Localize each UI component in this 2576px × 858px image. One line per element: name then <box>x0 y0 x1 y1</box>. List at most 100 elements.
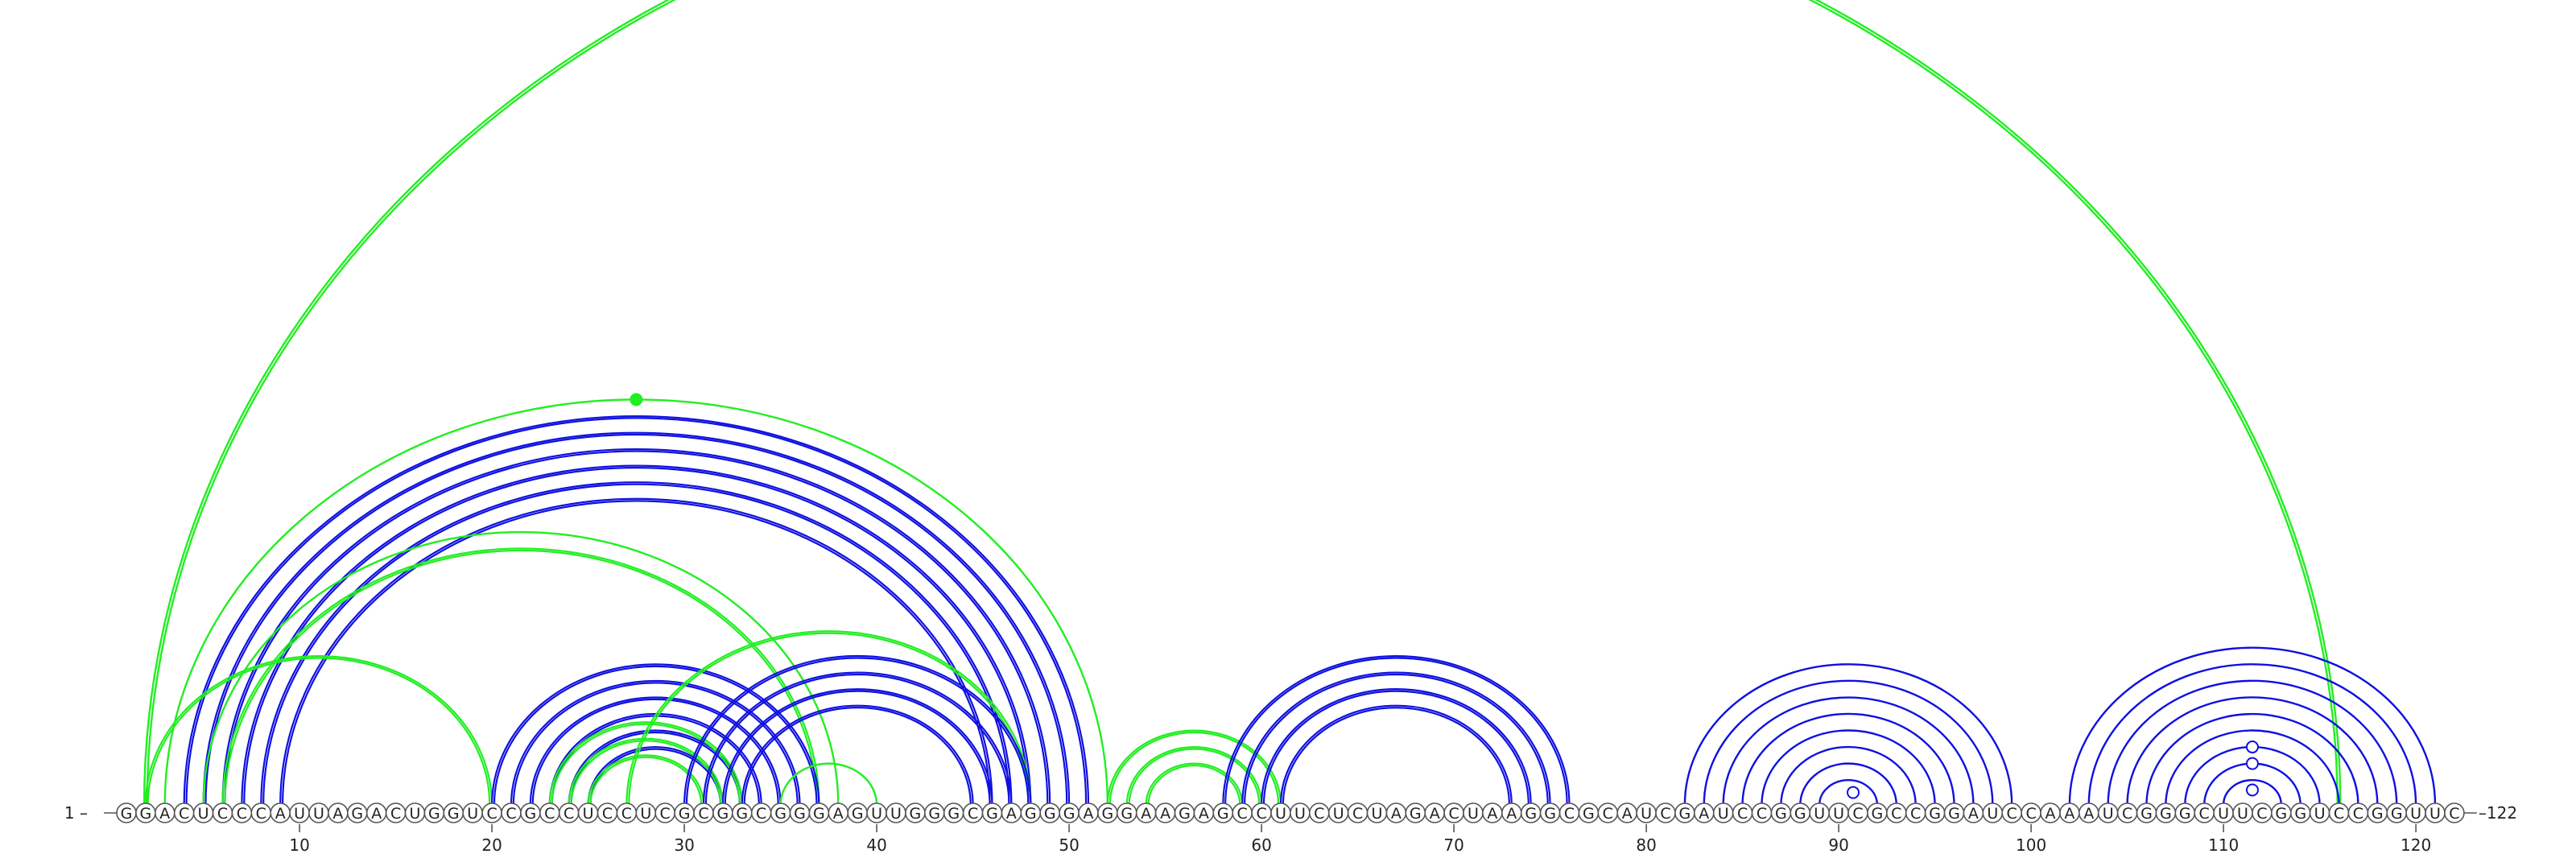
nucleotide-letter: U <box>2218 805 2229 823</box>
helix-blue-90s-arc <box>1799 762 1897 806</box>
helix-blue-60s-arc <box>1261 688 1532 806</box>
nucleotide-letter: G <box>910 805 922 823</box>
tick-label: 10 <box>289 835 309 855</box>
nucleotide-letter: G <box>1679 805 1691 823</box>
nucleotide-letter: U <box>1641 805 1652 823</box>
helix-blue-110s-arc <box>2145 712 2359 806</box>
nucleotide-letter: A <box>1199 805 1209 823</box>
position-axis: 10 20 30 40 50 60 70 80 90 100 110 120 <box>289 824 2431 855</box>
nucleotide-letter: C <box>2025 805 2036 823</box>
nucleotide-letter: U <box>1372 805 1383 823</box>
tick-label: 20 <box>481 835 502 855</box>
nucleotide-letter: G <box>1872 805 1884 823</box>
helix-blue-main-arc <box>260 481 1013 806</box>
nucleotide-letter: U <box>410 805 421 823</box>
nucleotide-letter: G <box>1583 805 1595 823</box>
nucleotide-letter: A <box>1487 805 1497 823</box>
nucleotide-letter: A <box>2046 805 2056 823</box>
nucleotide-letter: C <box>486 805 497 823</box>
nucleotide-letter: G <box>2372 805 2384 823</box>
helix-green-mid-2-arc-inner <box>224 550 818 806</box>
nucleotide-letter: C <box>2353 805 2363 823</box>
nucleotide-letter: G <box>1525 805 1537 823</box>
helix-blue-110s-arc <box>2087 663 2417 806</box>
nucleotide-letter: G <box>1121 805 1133 823</box>
nucleotide-letter: G <box>1025 805 1037 823</box>
tick-label: 120 <box>2401 835 2431 855</box>
helix-blue-bulge-arc <box>491 663 820 806</box>
helix-blue-90s-arc <box>1761 729 1936 806</box>
helix-blue-upper-arc-inner <box>704 674 1010 806</box>
nucleotide-letter: U <box>1833 805 1844 823</box>
nucleotide-letter: G <box>2179 805 2191 823</box>
nucleotide-letter: C <box>756 805 766 823</box>
nucleotide-letter: U <box>2429 805 2441 823</box>
nucleotide-letter: G <box>679 805 691 823</box>
nucleotide-letter: G <box>774 805 786 823</box>
nucleotide-letter: C <box>179 805 189 823</box>
nucleotide-letter: C <box>1352 805 1363 823</box>
nucleotide-letter: G <box>1063 805 1075 823</box>
nucleotide-letter: U <box>2314 805 2326 823</box>
helix-blue-main-arc <box>183 415 1090 806</box>
nucleotide-letter: G <box>2140 805 2153 823</box>
nucleotide-letter: C <box>698 805 708 823</box>
helix-blue-60s-arc <box>1222 654 1571 806</box>
helix-long-range-arc <box>142 0 2342 806</box>
nucleotide-letter: C <box>217 805 228 823</box>
helix-blue-bulge-arc <box>587 746 724 806</box>
nucleotide-letter: C <box>390 805 401 823</box>
helix-green-mid-2-arc <box>221 547 820 806</box>
nucleotide-letter: A <box>1430 805 1440 823</box>
helix-green-small-arc-inner <box>1128 748 1261 806</box>
nucleotide-letter: U <box>1987 805 1998 823</box>
nucleotide-letter: C <box>2007 805 2017 823</box>
nucleotide-letter: G <box>428 805 440 823</box>
helix-blue-bulge-arc-inner <box>512 682 799 806</box>
nucleotide-letter: C <box>564 805 574 823</box>
nucleotide-letter: U <box>2103 805 2114 823</box>
helix-blue-60s-arc <box>1241 671 1551 806</box>
helix-blue-60s-arc-inner <box>1243 674 1549 806</box>
nucleotide-letter: A <box>1391 805 1402 823</box>
helix-green-inner-arc <box>587 754 705 806</box>
nucleotide-letter: C <box>1314 805 1324 823</box>
helix-blue-upper-arc <box>683 654 1032 806</box>
helix-blue-110s-arc <box>2165 729 2340 806</box>
helix-blue-110s-arc <box>2222 779 2282 806</box>
nucleotide-letter: U <box>1333 805 1344 823</box>
nucleotide-letter: C <box>1564 805 1575 823</box>
helix-blue-upper-arc <box>721 688 993 806</box>
nucleotide-letter: C <box>2256 805 2267 823</box>
nucleotide-letter: U <box>871 805 882 823</box>
apex-marker-ring <box>2245 783 2259 797</box>
nucleotide-letter: G <box>1179 805 1191 823</box>
helix-blue-main-arc-inner <box>185 418 1088 806</box>
nucleotide-letter: C <box>1603 805 1613 823</box>
nucleotide-letter: U <box>198 805 209 823</box>
nucleotide-letter: G <box>2275 805 2287 823</box>
nucleotide-letter: C <box>1237 805 1248 823</box>
nucleotide-letter: C <box>968 805 978 823</box>
tick-label: 40 <box>866 835 886 855</box>
helix-green-right-arc <box>779 762 878 806</box>
tick-label: 70 <box>1443 835 1463 855</box>
helix-blue-upper-arc-inner <box>724 691 991 806</box>
helix-blue-60s-arc-inner <box>1282 707 1511 806</box>
apex-marker-ring <box>2245 740 2259 754</box>
nucleotide-letter: C <box>602 805 613 823</box>
sequence-end-label: –122 <box>2479 803 2517 823</box>
nucleotide-letter: G <box>1102 805 1114 823</box>
nucleotide-letter: A <box>1968 805 1979 823</box>
nucleotide-letter: G <box>2294 805 2306 823</box>
helix-blue-bulge-arc-inner <box>531 698 779 806</box>
nucleotide-letter: C <box>237 805 247 823</box>
nucleotide-letter: C <box>1660 805 1670 823</box>
helix-green-cross-arc <box>625 630 1032 806</box>
nucleotide-letter: G <box>736 805 748 823</box>
helix-blue-90s-arc <box>1818 779 1879 806</box>
helix-green-small-arc <box>1125 746 1263 806</box>
nucleotide-letter: U <box>1294 805 1306 823</box>
nucleotide-letter: C <box>256 805 266 823</box>
